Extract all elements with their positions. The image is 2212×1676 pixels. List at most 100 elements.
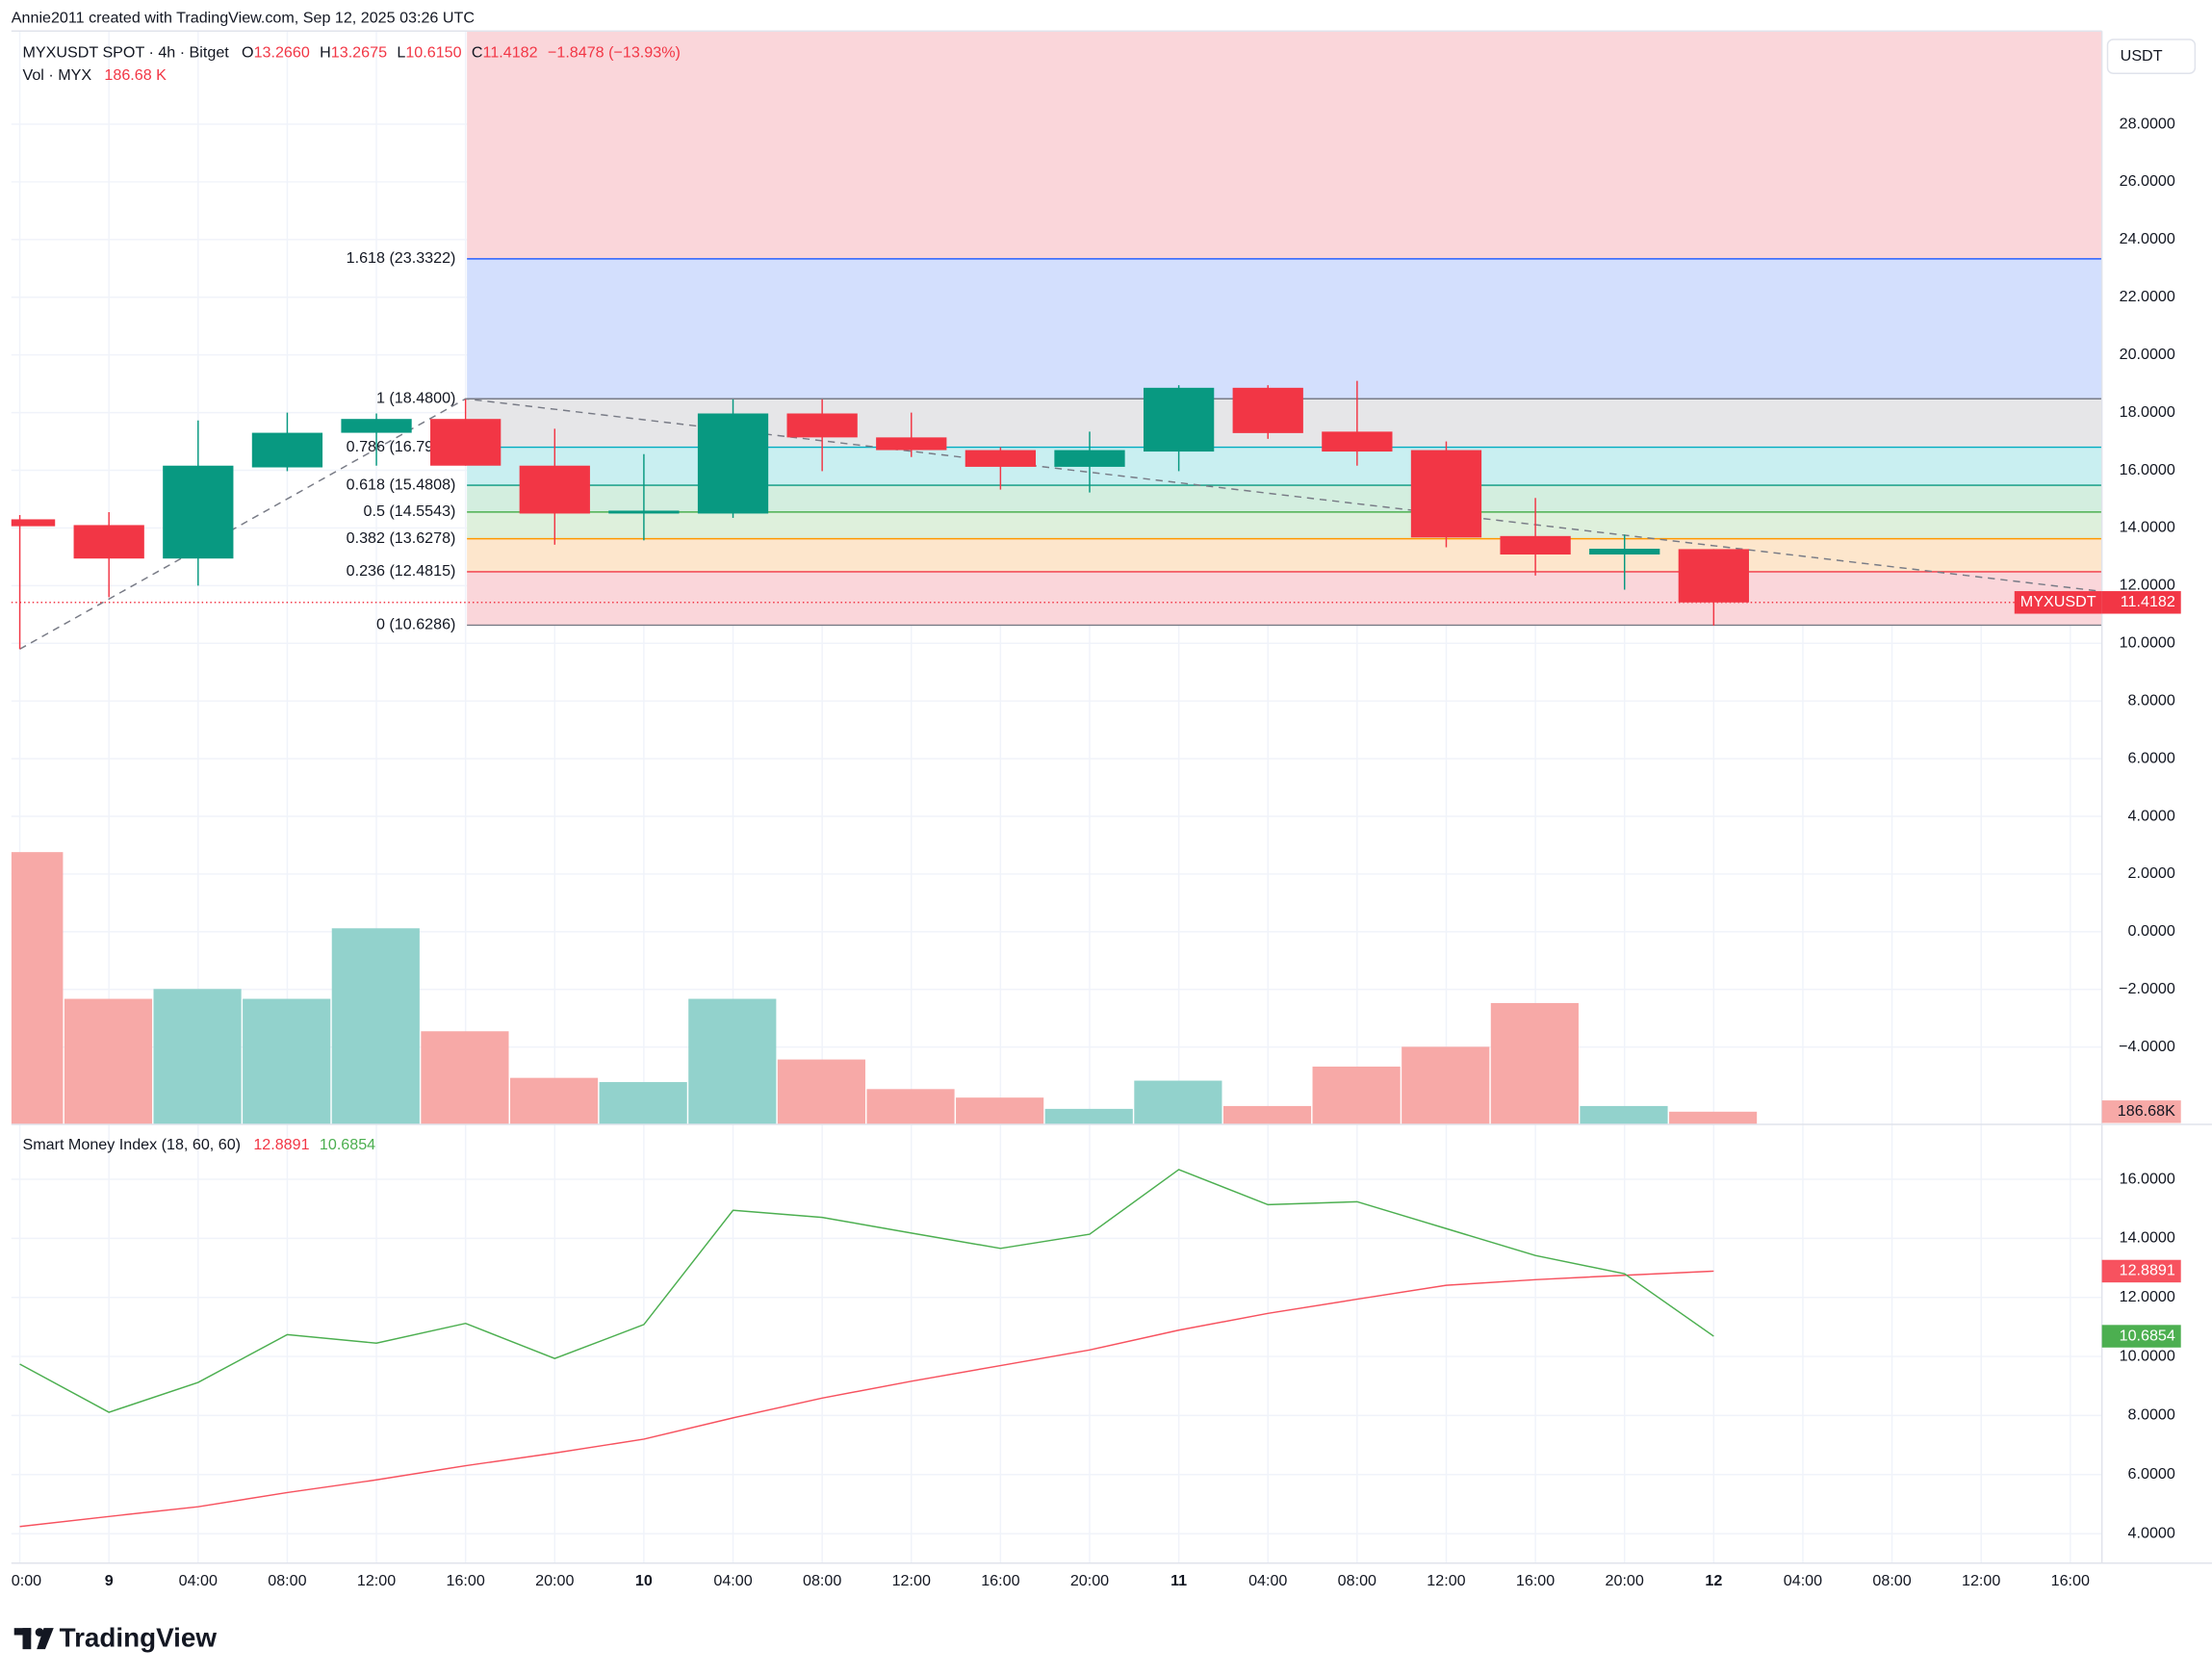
- volume-bar: [509, 1077, 599, 1124]
- x-tick-label: 20:00: [535, 1572, 574, 1589]
- volume-bar: [1222, 1105, 1312, 1124]
- y-tick-label: 0.0000: [2128, 922, 2175, 940]
- candle-body: [1143, 387, 1215, 452]
- y-tick-label: 10.0000: [2120, 634, 2175, 652]
- indicator-line: [19, 1270, 1714, 1528]
- price-tag: [2101, 591, 2181, 614]
- candle-body: [430, 419, 502, 466]
- y-tick-label: 10.0000: [2120, 1347, 2175, 1364]
- indicator-legend: Smart Money Index (18, 60, 60) 12.8891 1…: [23, 1136, 376, 1153]
- logo: TradingView: [13, 1622, 218, 1652]
- x-tick-label: 08:00: [1872, 1572, 1911, 1589]
- x-tick-label: 9: [105, 1572, 114, 1589]
- indicator-tag-label: 12.8891: [2120, 1262, 2175, 1279]
- volume-value: 186.68 K: [104, 66, 167, 84]
- x-tick-label: 20:00: [1606, 1572, 1644, 1589]
- y-tick-label: 12.0000: [2120, 1288, 2175, 1305]
- x-tick-label: 08:00: [1338, 1572, 1376, 1589]
- candle-body: [1589, 549, 1660, 555]
- indicator-tag: [2101, 1259, 2181, 1283]
- y-tick-label: 12.0000: [2120, 577, 2175, 594]
- candle-body: [73, 525, 144, 559]
- candle-body: [251, 432, 323, 468]
- volume-bar: [599, 1082, 687, 1124]
- x-tick-label: 20:00: [1070, 1572, 1109, 1589]
- x-tick-label: 04:00: [179, 1572, 218, 1589]
- candle-body: [786, 413, 858, 438]
- candle-body: [1500, 535, 1571, 555]
- y-tick-label: 14.0000: [2120, 1229, 2175, 1247]
- y-tick-label: 20.0000: [2120, 346, 2175, 363]
- volume-bar: [1134, 1080, 1222, 1124]
- y-tick-label: −2.0000: [2119, 980, 2175, 997]
- x-tick-label: 04:00: [1248, 1572, 1287, 1589]
- x-tick-label: 16:00: [981, 1572, 1019, 1589]
- volume-bar: [421, 1031, 509, 1124]
- volume-bar: [1044, 1108, 1133, 1124]
- y-tick-label: 4.0000: [2128, 1524, 2175, 1541]
- candle-body: [1410, 450, 1482, 538]
- volume-bar: [688, 998, 777, 1124]
- symbol: MYXUSDT SPOT · 4h · Bitget: [23, 44, 230, 62]
- fib-zone: [467, 511, 2102, 539]
- legend-value: 10.6150: [405, 44, 461, 62]
- volume-name: Vol · MYX: [23, 66, 92, 84]
- y-tick-label: 16.0000: [2120, 461, 2175, 478]
- axes: 0:00 9 04:00 08:00 12:00 16:00 20:00 10 04:00 08:…: [12, 115, 2181, 1589]
- candle-body: [1232, 387, 1303, 433]
- currency-label[interactable]: USDT: [2121, 47, 2163, 64]
- candle-body: [341, 419, 412, 433]
- plot-area: 1.618 (23.3322) 1 (18.4800) 0.786 (16.7998…: [11, 31, 2102, 1528]
- volume-bar: [866, 1089, 955, 1124]
- fib-zone: [467, 258, 2102, 400]
- fib-label: 1.618 (23.3322): [347, 249, 456, 267]
- x-tick-label: 10: [635, 1572, 653, 1589]
- volume-legend: Vol · MYX 186.68 K: [23, 66, 167, 84]
- logo-text: TradingView: [60, 1622, 218, 1652]
- logo-icon: [37, 1628, 54, 1650]
- volume-bar: [1580, 1105, 1668, 1124]
- x-tick-label: 0:00: [12, 1572, 41, 1589]
- logo-icon: [22, 1628, 32, 1650]
- currency-button[interactable]: [2106, 39, 2197, 74]
- fib-zone: [467, 571, 2102, 626]
- volume-bar: [1312, 1066, 1401, 1124]
- candle-body: [519, 465, 590, 514]
- volume-bar: [243, 998, 331, 1124]
- x-tick-label: 08:00: [803, 1572, 841, 1589]
- fib-label: 0.5 (14.5543): [364, 503, 456, 520]
- volume-bar: [1490, 1002, 1579, 1124]
- y-tick-label: 8.0000: [2128, 1406, 2175, 1424]
- candle-body: [1678, 549, 1749, 603]
- x-tick-label: 12:00: [892, 1572, 931, 1589]
- y-tick-label: 4.0000: [2128, 807, 2175, 824]
- fib-label: 0.786 (16.7998): [347, 438, 456, 455]
- legend-change: −1.8478 (−13.93%): [548, 44, 681, 62]
- y-tick-label: 6.0000: [2128, 749, 2175, 766]
- volume-bar: [153, 989, 242, 1124]
- x-tick-label: 16:00: [1516, 1572, 1555, 1589]
- y-tick-label: 8.0000: [2128, 691, 2175, 709]
- candle-body: [697, 413, 769, 514]
- symbol-tag-label: MYXUSDT: [2020, 593, 2096, 610]
- y-tick-label: 2.0000: [2128, 864, 2175, 882]
- y-tick-label: 16.0000: [2120, 1170, 2175, 1187]
- indicator-value: 10.6854: [320, 1136, 375, 1153]
- indicator-line: [19, 1169, 1714, 1413]
- x-tick-label: 12:00: [357, 1572, 396, 1589]
- volume-bar: [64, 998, 153, 1124]
- candle-body: [163, 465, 234, 559]
- candle-body: [876, 437, 947, 451]
- indicator-tag: [2101, 1325, 2181, 1348]
- x-tick-label: 08:00: [268, 1572, 306, 1589]
- y-tick-label: 24.0000: [2120, 230, 2175, 247]
- fib-label: 0.236 (12.4815): [347, 562, 456, 580]
- legend-value: 13.2660: [254, 44, 310, 62]
- legend-value: 11.4182: [483, 44, 538, 62]
- candle-body: [1054, 450, 1125, 467]
- fib-label: 0.618 (15.4808): [347, 476, 456, 493]
- volume-tag: [2101, 1100, 2181, 1123]
- volume-bar: [11, 852, 64, 1124]
- x-tick-label: 12:00: [1962, 1572, 2000, 1589]
